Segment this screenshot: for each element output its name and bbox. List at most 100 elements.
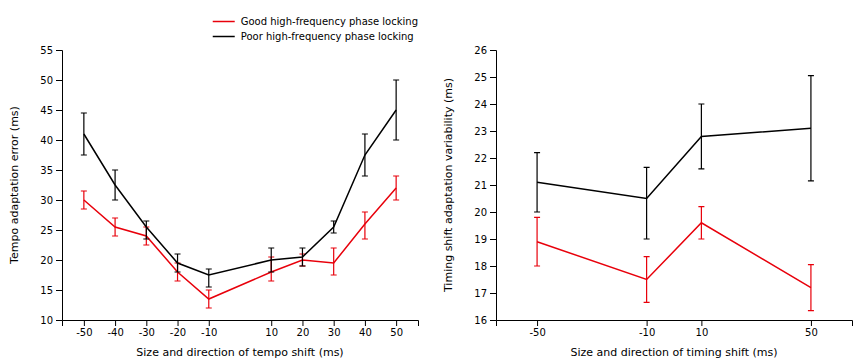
legend-item: Good high-frequency phase locking	[213, 16, 418, 27]
panel: -50-40-30-20-101020304050101520253035404…	[8, 16, 419, 359]
series	[534, 207, 814, 311]
legend-label: Good high-frequency phase locking	[241, 16, 418, 27]
y-tick-label: 50	[40, 75, 53, 86]
y-tick-mark	[56, 200, 62, 201]
y-tick-label: 18	[474, 261, 487, 272]
y-tick-label: 24	[474, 99, 487, 110]
y-axis-line	[490, 51, 497, 321]
error-bar	[362, 212, 368, 239]
error-bar	[206, 269, 212, 287]
y-tick-mark	[490, 266, 496, 267]
error-bar	[143, 221, 149, 239]
y-tick: 45	[40, 105, 62, 116]
y-tick-mark	[56, 230, 62, 231]
y-axis-line	[56, 51, 63, 321]
x-tick-mark	[334, 320, 335, 326]
figure: -50-40-30-20-101020304050101520253035404…	[0, 0, 868, 362]
y-tick-mark	[56, 80, 62, 81]
y-tick-mark	[490, 77, 496, 78]
series	[81, 80, 399, 287]
x-tick-label: 50	[390, 327, 403, 338]
y-tick-mark	[56, 110, 62, 111]
x-tick-label: -30	[139, 327, 155, 338]
error-bar	[268, 248, 274, 272]
legend-swatch	[213, 21, 235, 23]
error-bar	[808, 265, 814, 311]
y-tick-mark	[490, 50, 496, 51]
y-tick-label: 22	[474, 153, 487, 164]
legend-item: Poor high-frequency phase locking	[213, 31, 414, 42]
y-tick: 26	[474, 45, 496, 56]
x-tick: -10	[639, 320, 655, 338]
y-tick-label: 21	[474, 180, 487, 191]
y-tick-mark	[490, 239, 496, 240]
x-tick: -40	[107, 320, 123, 338]
x-tick-mark	[365, 320, 366, 326]
error-bar	[362, 134, 368, 176]
error-bar	[112, 218, 118, 236]
series-line	[537, 128, 811, 198]
x-axis-title: Size and direction of timing shift (ms)	[571, 346, 778, 359]
x-tick-label: -20	[170, 327, 186, 338]
error-bar	[644, 167, 650, 239]
y-tick-label: 35	[40, 165, 53, 176]
y-tick-mark	[56, 260, 62, 261]
x-tick-mark	[647, 320, 648, 326]
x-tick-mark	[396, 320, 397, 326]
x-tick: -30	[139, 320, 155, 338]
error-bar	[331, 221, 337, 233]
x-tick-mark	[84, 320, 85, 326]
error-bar	[698, 207, 704, 239]
x-tick: -50	[76, 320, 92, 338]
error-bar	[206, 290, 212, 308]
y-tick-label: 16	[474, 315, 487, 326]
x-axis: -50-101050	[497, 320, 853, 338]
y-tick-mark	[56, 320, 62, 321]
y-tick: 20	[40, 255, 62, 266]
x-tick-label: 10	[265, 327, 278, 338]
y-tick: 24	[474, 99, 496, 110]
x-tick-mark	[811, 320, 812, 326]
legend: Good high-frequency phase locking Poor hi…	[213, 16, 418, 42]
x-tick: 50	[805, 320, 818, 338]
y-tick-mark	[490, 293, 496, 294]
y-tick-label: 20	[474, 207, 487, 218]
x-tick: 10	[265, 320, 278, 338]
y-tick-label: 30	[40, 195, 53, 206]
x-tick-mark	[302, 320, 303, 326]
x-tick-label: 50	[805, 327, 818, 338]
y-tick-mark	[490, 158, 496, 159]
x-axis-title: Size and direction of tempo shift (ms)	[136, 346, 343, 359]
y-tick: 10	[40, 315, 62, 326]
y-tick-label: 10	[40, 315, 53, 326]
y-tick-mark	[490, 212, 496, 213]
error-bar	[331, 248, 337, 275]
series	[81, 176, 399, 308]
y-tick-label: 15	[40, 285, 53, 296]
y-tick-label: 25	[40, 225, 53, 236]
panel: -50-1010501617181920212223242526Size and…	[442, 45, 853, 359]
y-axis: 16 17 18 19 20 21 22 23 24 25 26	[474, 45, 496, 326]
y-axis: 10152025303540455055	[40, 45, 62, 326]
y-tick: 23	[474, 126, 496, 137]
error-bar	[393, 80, 399, 140]
error-bar	[81, 113, 87, 155]
y-tick: 16	[474, 315, 496, 326]
x-axis: -50-40-30-20-101020304050	[63, 320, 419, 338]
error-bar	[112, 170, 118, 200]
y-tick: 55	[40, 45, 62, 56]
error-bar	[393, 176, 399, 200]
y-tick: 25	[40, 225, 62, 236]
y-tick: 22	[474, 153, 496, 164]
y-tick: 17	[474, 288, 496, 299]
series-line	[84, 188, 396, 299]
y-tick-mark	[56, 290, 62, 291]
y-tick-mark	[56, 50, 62, 51]
error-bar	[534, 153, 540, 212]
y-tick: 30	[40, 195, 62, 206]
error-bar	[534, 217, 540, 266]
y-tick: 25	[474, 72, 496, 83]
y-tick: 19	[474, 234, 496, 245]
y-tick: 18	[474, 261, 496, 272]
x-tick-mark	[537, 320, 538, 326]
